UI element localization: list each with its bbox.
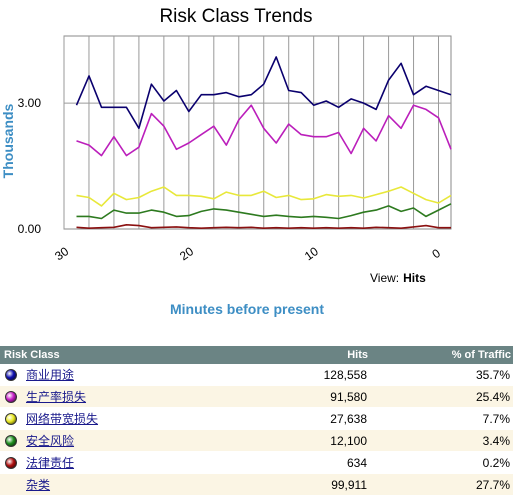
y-axis-title: Thousands xyxy=(0,103,16,178)
pct-traffic-cell: 25.4% xyxy=(370,385,513,408)
color-bullet-icon xyxy=(5,435,17,447)
y-axis-ticks: 0.00 3.00 xyxy=(18,96,42,236)
table-row: 法律责任 634 0.2% xyxy=(0,451,513,474)
color-bullet-icon xyxy=(5,391,17,403)
x-tick-label: 0 xyxy=(429,246,443,261)
view-selector: View: Hits xyxy=(370,271,426,285)
color-bullet-icon xyxy=(5,369,17,381)
hits-cell: 99,911 xyxy=(200,473,370,496)
series-line-3 xyxy=(76,186,452,207)
chart-title: Risk Class Trends xyxy=(159,6,312,27)
header-risk-class: Risk Class xyxy=(0,346,200,364)
hits-cell: 12,100 xyxy=(200,429,370,452)
risk-class-cell: 生产率损失 xyxy=(0,385,200,408)
risk-trends-chart: Risk Class Trends 0.00 3.00 30 20 10 0 Thous… xyxy=(0,6,452,317)
plot-background xyxy=(63,35,452,230)
risk-class-link[interactable]: 杂类 xyxy=(26,478,51,492)
risk-class-table: Risk Class Hits % of Traffic 商业用途 128,558… xyxy=(0,346,513,496)
table-row: 生产率损失 91,580 25.4% xyxy=(0,385,513,408)
pct-traffic-cell: 27.7% xyxy=(370,473,513,496)
hits-cell: 91,580 xyxy=(200,385,370,408)
risk-class-link[interactable]: 网络带宽损失 xyxy=(26,412,99,426)
hits-cell: 128,558 xyxy=(200,364,370,386)
risk-class-cell: 商业用途 xyxy=(0,364,200,386)
table-header-row: Risk Class Hits % of Traffic xyxy=(0,346,513,364)
hits-cell: 27,638 xyxy=(200,407,370,430)
series-line-2 xyxy=(76,104,452,157)
gridlines xyxy=(63,36,451,229)
risk-class-cell: 杂类 xyxy=(0,473,200,496)
risk-class-link[interactable]: 安全风险 xyxy=(26,434,75,448)
header-hits: Hits xyxy=(200,346,370,364)
color-bullet-icon xyxy=(5,457,17,469)
pct-traffic-cell: 35.7% xyxy=(370,364,513,386)
series-line-1 xyxy=(75,56,452,130)
x-tick-label: 20 xyxy=(177,244,196,263)
risk-class-cell: 安全风险 xyxy=(0,429,200,452)
risk-class-link[interactable]: 商业用途 xyxy=(26,368,75,382)
series-group xyxy=(75,56,452,229)
x-axis-title: Minutes before present xyxy=(170,301,324,317)
y-tick-label: 3.00 xyxy=(18,96,42,110)
table-row: 商业用途 128,558 35.7% xyxy=(0,364,513,386)
table-row: 杂类 99,911 27.7% xyxy=(0,473,513,496)
pct-traffic-cell: 0.2% xyxy=(370,451,513,474)
view-label: View: xyxy=(370,271,400,285)
y-tick-label: 0.00 xyxy=(18,222,42,236)
x-axis-ticks: 30 20 10 0 xyxy=(52,244,443,263)
hits-cell: 634 xyxy=(200,451,370,474)
x-tick-label: 10 xyxy=(302,244,321,263)
series-line-5 xyxy=(76,224,451,229)
table-row: 安全风险 12,100 3.4% xyxy=(0,429,513,452)
header-pct-traffic: % of Traffic xyxy=(370,346,513,364)
table-row: 网络带宽损失 27,638 7.7% xyxy=(0,407,513,430)
table-body: 商业用途 128,558 35.7% 生产率损失 91,580 25.4% 网络带宽损失 27… xyxy=(0,364,513,496)
risk-class-cell: 法律责任 xyxy=(0,451,200,474)
x-tick-label: 30 xyxy=(52,244,71,263)
risk-class-link[interactable]: 生产率损失 xyxy=(26,390,87,404)
pct-traffic-cell: 7.7% xyxy=(370,407,513,430)
risk-class-cell: 网络带宽损失 xyxy=(0,407,200,430)
risk-class-link[interactable]: 法律责任 xyxy=(26,456,75,470)
color-bullet-icon xyxy=(5,413,17,425)
pct-traffic-cell: 3.4% xyxy=(370,429,513,452)
view-value[interactable]: Hits xyxy=(403,271,426,285)
series-line-4 xyxy=(76,203,452,220)
